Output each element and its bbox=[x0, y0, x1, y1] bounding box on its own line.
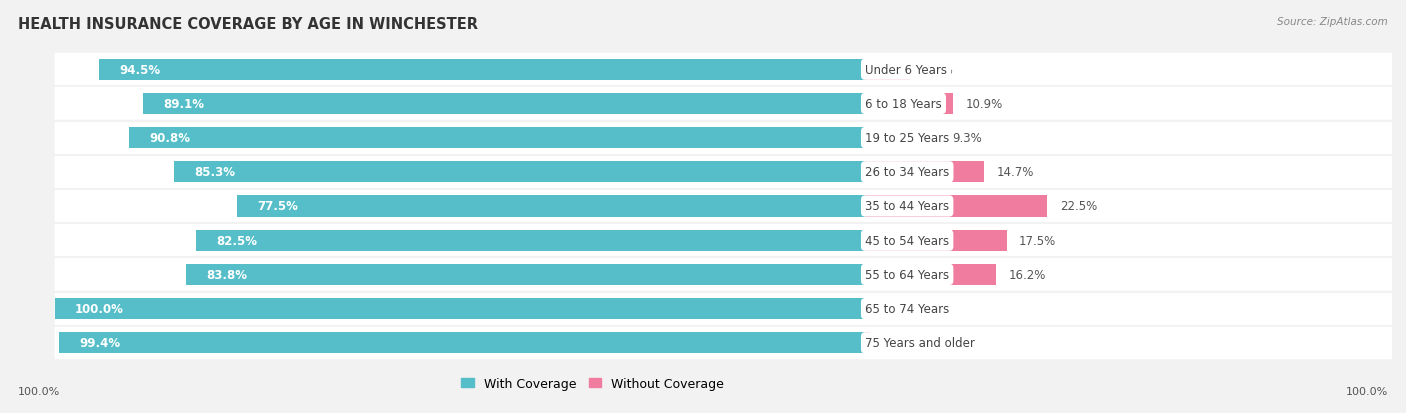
Text: 5.6%: 5.6% bbox=[922, 64, 952, 76]
Bar bbox=[865, 128, 941, 149]
Text: Under 6 Years: Under 6 Years bbox=[865, 64, 948, 76]
FancyBboxPatch shape bbox=[55, 190, 1406, 223]
Text: 45 to 54 Years: 45 to 54 Years bbox=[865, 234, 949, 247]
Text: 100.0%: 100.0% bbox=[18, 387, 60, 396]
FancyBboxPatch shape bbox=[55, 327, 1406, 359]
Bar bbox=[865, 230, 1007, 251]
FancyBboxPatch shape bbox=[55, 156, 1406, 189]
Text: 83.8%: 83.8% bbox=[207, 268, 247, 281]
Text: HEALTH INSURANCE COVERAGE BY AGE IN WINCHESTER: HEALTH INSURANCE COVERAGE BY AGE IN WINC… bbox=[18, 17, 478, 31]
FancyBboxPatch shape bbox=[55, 54, 1406, 86]
Bar bbox=[197, 230, 865, 251]
Text: 85.3%: 85.3% bbox=[194, 166, 235, 179]
Text: 10.9%: 10.9% bbox=[966, 97, 1002, 111]
Text: 90.8%: 90.8% bbox=[149, 132, 190, 145]
Text: 9.3%: 9.3% bbox=[953, 132, 983, 145]
Bar bbox=[238, 196, 865, 217]
Text: 65 to 74 Years: 65 to 74 Years bbox=[865, 302, 949, 316]
FancyBboxPatch shape bbox=[55, 122, 1406, 154]
Text: 100.0%: 100.0% bbox=[75, 302, 124, 316]
Text: 0.0%: 0.0% bbox=[877, 302, 907, 316]
Bar bbox=[100, 59, 865, 81]
Bar bbox=[186, 264, 865, 285]
FancyBboxPatch shape bbox=[55, 259, 1406, 291]
Bar bbox=[865, 264, 997, 285]
Bar bbox=[865, 162, 984, 183]
Bar bbox=[865, 59, 911, 81]
Text: 55 to 64 Years: 55 to 64 Years bbox=[865, 268, 949, 281]
Text: 89.1%: 89.1% bbox=[163, 97, 204, 111]
FancyBboxPatch shape bbox=[55, 292, 1406, 325]
Text: 75 Years and older: 75 Years and older bbox=[865, 337, 974, 349]
Text: 22.5%: 22.5% bbox=[1060, 200, 1097, 213]
Text: 16.2%: 16.2% bbox=[1008, 268, 1046, 281]
Bar bbox=[59, 332, 865, 354]
Text: 94.5%: 94.5% bbox=[120, 64, 160, 76]
Text: 0.63%: 0.63% bbox=[883, 337, 920, 349]
Bar bbox=[143, 94, 865, 115]
Text: 77.5%: 77.5% bbox=[257, 200, 298, 213]
FancyBboxPatch shape bbox=[55, 224, 1406, 257]
Text: 6 to 18 Years: 6 to 18 Years bbox=[865, 97, 942, 111]
Text: 26 to 34 Years: 26 to 34 Years bbox=[865, 166, 949, 179]
Bar bbox=[865, 94, 953, 115]
Legend: With Coverage, Without Coverage: With Coverage, Without Coverage bbox=[457, 372, 730, 395]
Bar bbox=[865, 196, 1047, 217]
Text: Source: ZipAtlas.com: Source: ZipAtlas.com bbox=[1277, 17, 1388, 26]
Text: 14.7%: 14.7% bbox=[997, 166, 1033, 179]
Text: 19 to 25 Years: 19 to 25 Years bbox=[865, 132, 949, 145]
FancyBboxPatch shape bbox=[55, 88, 1406, 121]
Bar bbox=[174, 162, 865, 183]
Text: 82.5%: 82.5% bbox=[217, 234, 257, 247]
Text: 99.4%: 99.4% bbox=[80, 337, 121, 349]
Text: 35 to 44 Years: 35 to 44 Years bbox=[865, 200, 949, 213]
Text: 100.0%: 100.0% bbox=[1346, 387, 1388, 396]
Bar bbox=[865, 332, 870, 354]
Bar bbox=[55, 298, 865, 319]
Text: 17.5%: 17.5% bbox=[1019, 234, 1056, 247]
Bar bbox=[129, 128, 865, 149]
